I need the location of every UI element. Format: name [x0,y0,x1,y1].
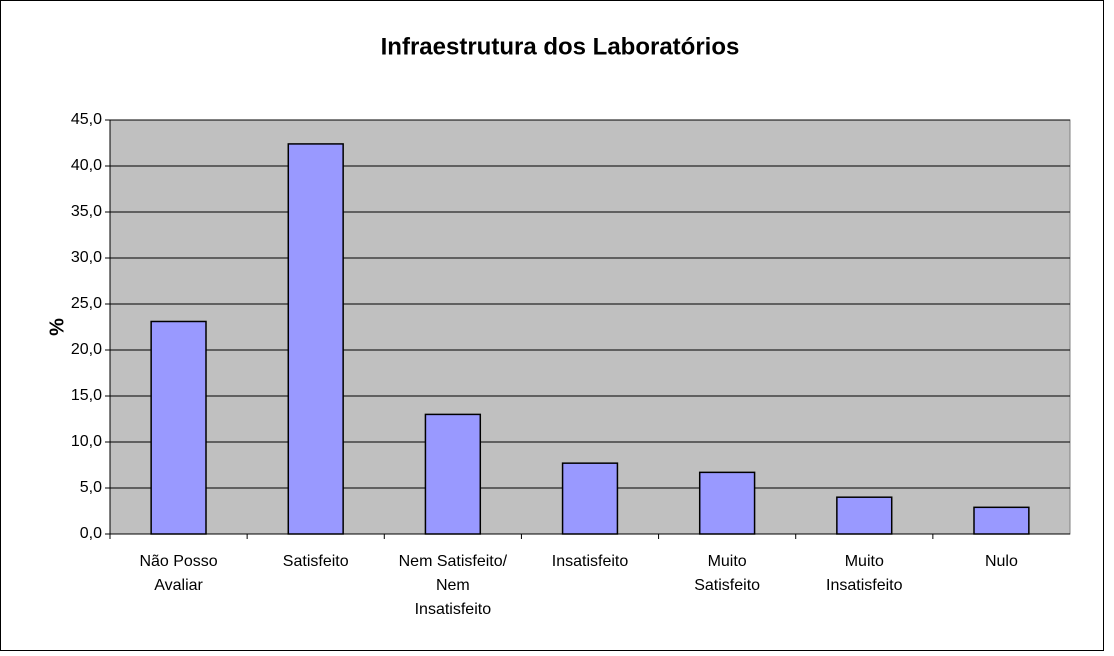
y-axis-label: % [46,318,68,336]
x-tick-label: Satisfeito [694,577,760,594]
y-tick-label: 25,0 [71,295,102,312]
x-tick-label: Insatisfeito [552,553,629,570]
bar [698,471,756,535]
y-tick-label: 20,0 [71,341,102,358]
bar [424,413,482,535]
x-tick-label: Satisfeito [283,553,349,570]
y-tick-label: 40,0 [71,157,102,174]
x-tick-label: Insatisfeito [415,601,492,618]
x-tick-label: Nulo [985,553,1018,570]
y-tick-label: 0,0 [80,525,102,542]
y-tick-label: 35,0 [71,203,102,220]
y-tick-label: 5,0 [80,479,102,496]
x-tick-label: Nem Satisfeito/ [399,553,508,570]
bar [561,462,619,535]
x-tick-label: Avaliar [154,577,203,594]
bar [836,496,893,535]
y-tick-label: 30,0 [71,249,102,266]
x-tick-label: Muito [845,553,884,570]
x-tick-label: Não Posso [139,553,217,570]
bar [973,506,1030,535]
x-tick-label: Insatisfeito [826,577,903,594]
bar [150,320,207,535]
y-tick-label: 45,0 [71,111,102,128]
x-tick-label: Muito [708,553,747,570]
y-tick-label: 15,0 [71,387,102,404]
y-tick-label: 10,0 [71,433,102,450]
x-tick-label: Nem [436,577,470,594]
bar [287,143,344,535]
chart-title: Infraestrutura dos Laboratórios [381,33,740,60]
